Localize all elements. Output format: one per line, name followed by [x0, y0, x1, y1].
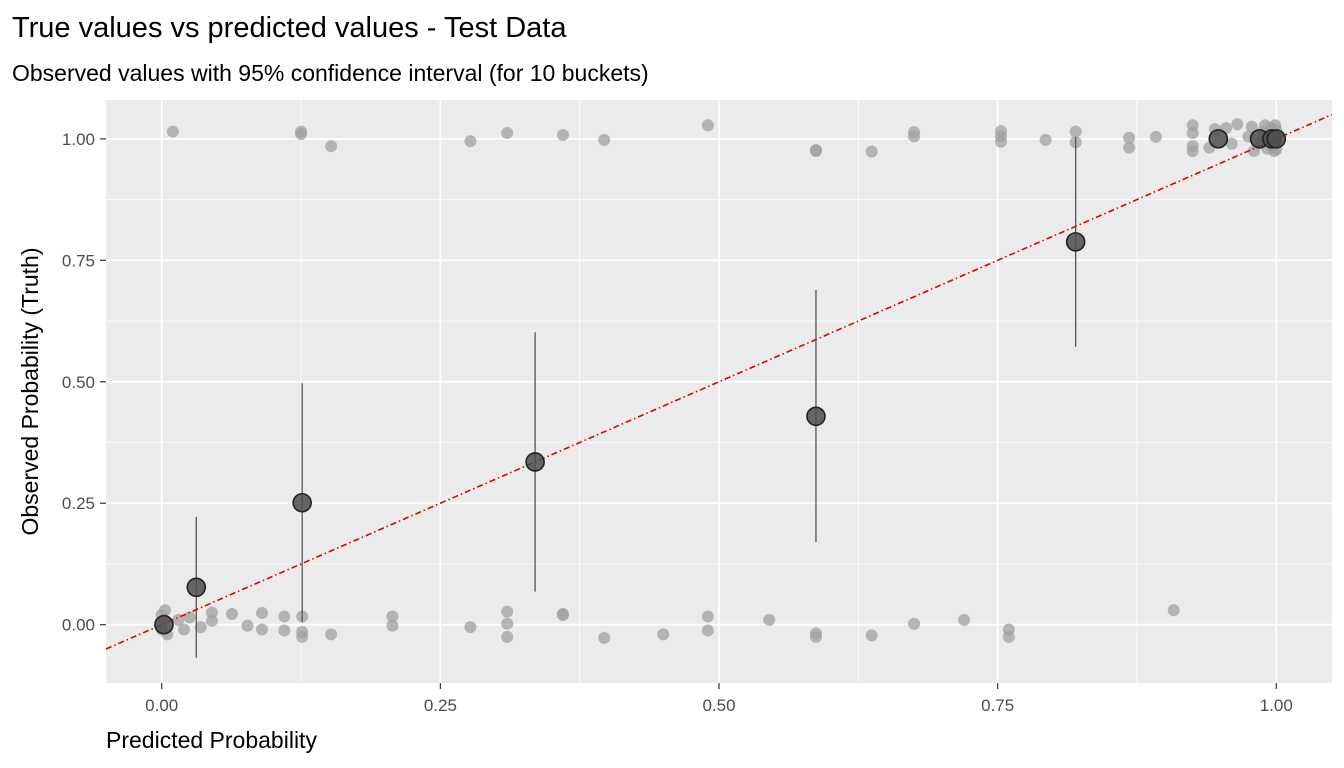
- observation-point: [325, 140, 338, 153]
- y-tick-label: 0.00: [62, 616, 95, 635]
- y-tick-label: 0.75: [62, 251, 95, 270]
- x-tick-label: 0.00: [145, 696, 178, 715]
- observation-point: [598, 133, 611, 146]
- observation-point: [1245, 120, 1258, 133]
- observation-point: [1225, 137, 1238, 150]
- bucket-mean-point: [806, 406, 826, 427]
- observation-point: [241, 619, 254, 632]
- observation-point: [1123, 141, 1136, 154]
- observation-point: [256, 623, 269, 636]
- observation-point: [809, 145, 822, 158]
- chart-subtitle: Observed values with 95% confidence inte…: [12, 60, 649, 86]
- observation-point: [501, 127, 514, 140]
- x-axis-title: Predicted Probability: [106, 727, 317, 753]
- observation-point: [1123, 131, 1136, 144]
- x-tick-label: 0.50: [702, 696, 735, 715]
- observation-point: [958, 613, 971, 626]
- observation-point: [183, 611, 196, 624]
- observation-point: [295, 128, 308, 141]
- observation-point: [225, 608, 238, 621]
- x-axis-ticks: 0.00 0.25 0.50 0.75 1.00: [145, 683, 1293, 715]
- observation-point: [205, 614, 218, 627]
- observation-point: [166, 125, 179, 138]
- observation-point: [598, 631, 611, 644]
- observation-point: [908, 617, 921, 630]
- observation-point: [701, 624, 714, 637]
- bucket-mean-point: [186, 577, 207, 598]
- bucket-mean-point: [1266, 129, 1287, 149]
- observation-point: [556, 128, 569, 141]
- observation-point: [159, 604, 172, 617]
- observation-point: [1002, 630, 1015, 643]
- bucket-mean-point: [292, 492, 312, 513]
- x-tick-label: 0.25: [424, 696, 457, 715]
- observation-point: [501, 617, 514, 630]
- x-tick-label: 1.00: [1260, 696, 1293, 715]
- observation-point: [386, 619, 399, 632]
- observation-point: [994, 135, 1007, 148]
- observation-point: [194, 621, 207, 634]
- observation-point: [325, 628, 338, 641]
- observation-point: [296, 625, 309, 638]
- observation-point: [809, 630, 822, 643]
- observation-point: [701, 610, 714, 623]
- observation-point: [908, 130, 921, 143]
- observation-point: [763, 613, 776, 626]
- y-axis-ticks: 0.00 0.25 0.50 0.75 1.00: [62, 130, 106, 635]
- observation-point: [178, 623, 191, 636]
- observation-point: [1231, 118, 1244, 131]
- observation-point: [701, 119, 714, 132]
- bucket-mean-point: [525, 452, 545, 472]
- observation-point: [205, 606, 218, 619]
- bucket-means: [154, 129, 1287, 635]
- observation-point: [1167, 604, 1180, 617]
- observation-point: [1039, 133, 1052, 146]
- bucket-mean-point: [1208, 129, 1229, 149]
- y-tick-label: 0.25: [62, 494, 95, 513]
- observation-point: [865, 145, 878, 158]
- observation-point: [1069, 125, 1082, 138]
- observation-point: [278, 624, 291, 637]
- observation-point: [464, 135, 477, 148]
- observation-point: [556, 608, 569, 621]
- observation-point: [865, 629, 878, 642]
- observation-point: [657, 628, 670, 641]
- grid-lines: [106, 100, 1332, 683]
- y-axis-title: Observed Probability (Truth): [17, 247, 43, 535]
- observation-point: [278, 610, 291, 623]
- observation-point: [386, 610, 399, 623]
- bucket-mean-point: [1065, 232, 1086, 252]
- observation-point: [501, 630, 514, 643]
- observation-point: [1186, 145, 1199, 158]
- observation-point: [256, 607, 269, 620]
- observation-point: [501, 605, 514, 618]
- y-tick-label: 0.50: [62, 373, 95, 392]
- observation-point: [1186, 127, 1199, 140]
- chart-title: True values vs predicted values - Test D…: [12, 12, 567, 44]
- y-tick-label: 1.00: [62, 130, 95, 149]
- x-tick-label: 0.75: [981, 696, 1014, 715]
- observation-point: [1149, 130, 1162, 143]
- bucket-mean-point: [154, 614, 174, 635]
- observation-point: [464, 621, 477, 634]
